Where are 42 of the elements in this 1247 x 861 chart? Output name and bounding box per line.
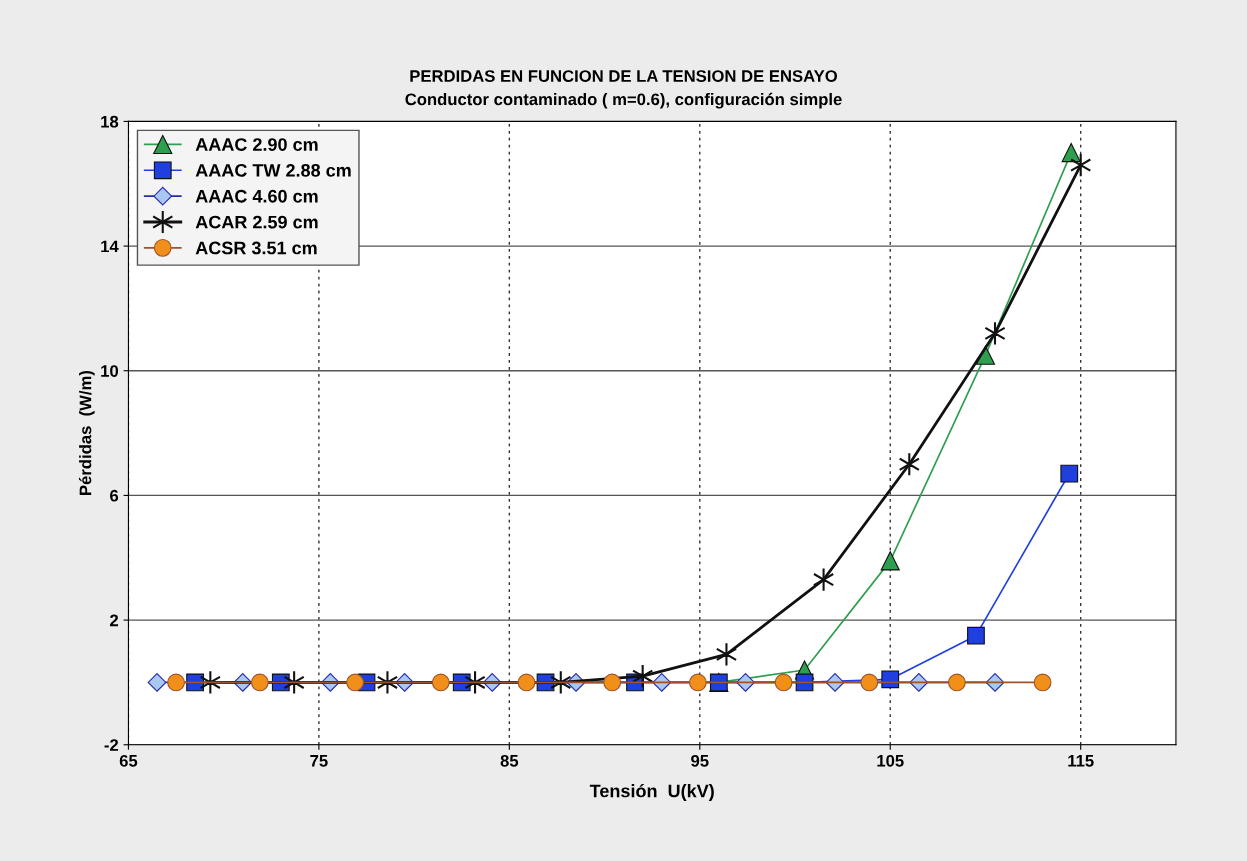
point (967, 626, 985, 645)
point (346, 673, 364, 692)
legend-label: ACAR 2.59 cm (195, 215, 318, 229)
point (689, 673, 707, 692)
x-tick-label: 75 (310, 755, 328, 767)
point (250, 673, 269, 692)
point (948, 673, 966, 692)
point (898, 452, 920, 477)
x-tick-label: 95 (691, 754, 709, 767)
y-tick-label: 10 (101, 365, 119, 377)
y-axis-title: Pérdidas (W/m) (78, 370, 95, 495)
chart-title: PERDIDAS EN FUNCION DE LA TENSION DE ENSAYO (410, 70, 838, 82)
point (517, 673, 536, 692)
point (1061, 142, 1081, 163)
point (881, 670, 900, 689)
point (1033, 673, 1052, 692)
point (603, 673, 622, 692)
legend-label: AAAC 4.60 cm (195, 189, 318, 203)
x-tick-label: 65 (119, 754, 138, 767)
legend-label: AAAC 2.90 cm (195, 138, 318, 151)
y-tick-label: -2 (104, 739, 119, 751)
x-axis-title: Tensión U(kV) (589, 783, 714, 801)
point (880, 551, 900, 571)
point (860, 673, 879, 692)
point (774, 673, 793, 692)
chart-subtitle: Conductor contaminado ( m=0.6), configuración simple (405, 92, 842, 109)
point (147, 673, 167, 692)
legend-label: ACSR 3.51 cm (195, 241, 317, 255)
legend-label: AAAC TW 2.88 cm (195, 163, 351, 177)
y-tick-label: 2 (110, 614, 119, 627)
point (812, 567, 835, 592)
x-tick-label: 85 (500, 754, 519, 767)
point (167, 673, 185, 692)
y-tick-label: 18 (101, 115, 119, 128)
point (985, 673, 1005, 692)
x-tick-label: 115 (1068, 755, 1094, 767)
x-tick-label: 105 (877, 754, 904, 767)
y-tick-label: 14 (101, 240, 119, 253)
y-tick-label: 6 (110, 489, 119, 502)
point (431, 673, 450, 692)
point (909, 673, 929, 692)
point (1060, 464, 1079, 483)
